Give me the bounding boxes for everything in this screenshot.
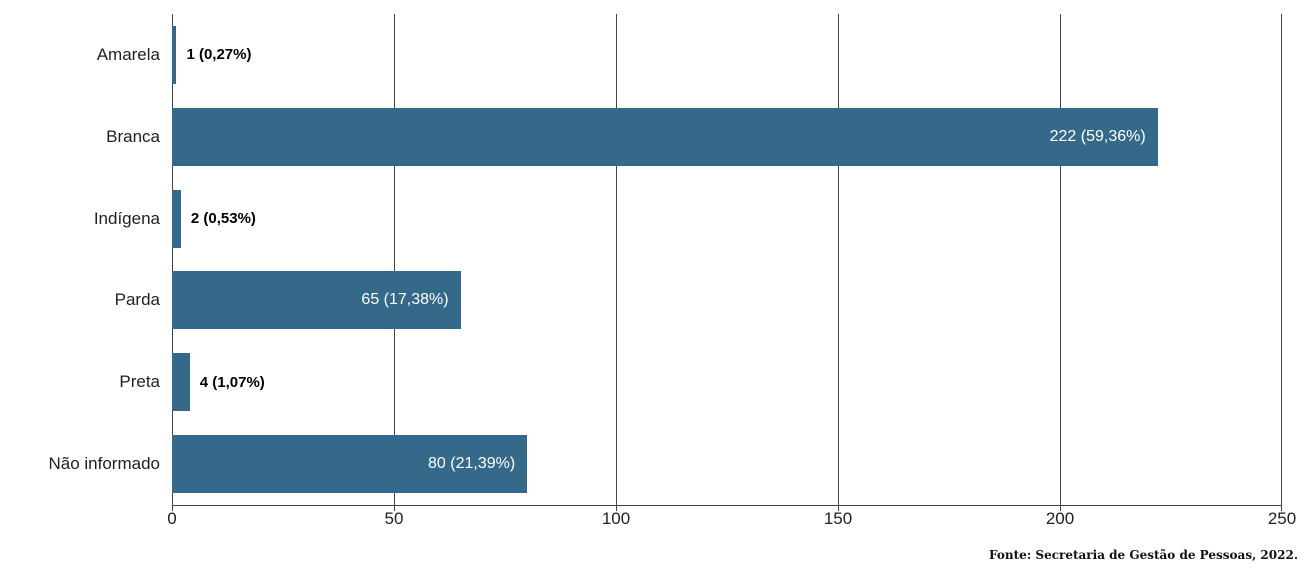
x-tick-label: 200	[1045, 509, 1075, 528]
bar-value-label: 222 (59,36%)	[1049, 127, 1146, 145]
source-note: Fonte: Secretaria de Gestão de Pessoas, …	[989, 548, 1298, 562]
bar-value-label: 1 (0,27%)	[186, 46, 252, 64]
gridline-x-100	[616, 14, 617, 511]
plot-area: 1 (0,27%) 222 (59,36%) 2 (0,53%) 65 (17,38%…	[172, 14, 1282, 511]
bar-value-label: 4 (1,07%)	[199, 373, 265, 391]
x-tick-label: 0	[167, 509, 177, 528]
bar	[172, 25, 177, 84]
bar: 222 (59,36%)	[172, 107, 1158, 166]
bar-value-label: 80 (21,39%)	[428, 455, 516, 473]
chart-row: 65 (17,38%)	[172, 259, 1282, 341]
category-label: Indígena	[93, 208, 160, 228]
x-axis: 0 50 100 150 200 250	[167, 509, 1296, 537]
x-tick-label: 250	[1267, 509, 1297, 528]
category-label: Parda	[114, 290, 160, 310]
category-label: Preta	[119, 372, 160, 392]
chart-row: 80 (21,39%)	[172, 423, 1282, 505]
gridline-x-200	[1060, 14, 1061, 511]
chart-row: 1 (0,27%)	[172, 14, 1282, 96]
bar: 80 (21,39%)	[172, 435, 528, 494]
bar	[172, 353, 190, 412]
category-label: Branca	[106, 126, 160, 146]
y-axis-category-labels: Amarela Branca Indígena Parda Preta Não infor…	[0, 14, 160, 505]
gridline-x-0	[172, 14, 173, 511]
bars-layer: 1 (0,27%) 222 (59,36%) 2 (0,53%) 65 (17,38%…	[172, 14, 1282, 505]
bar-value-label: 2 (0,53%)	[190, 210, 256, 228]
chart-row: 4 (1,07%)	[172, 341, 1282, 423]
chart-row: 2 (0,53%)	[172, 178, 1282, 260]
bar	[172, 189, 181, 248]
gridline-x-250	[1281, 14, 1282, 511]
bar-value-label: 65 (17,38%)	[361, 291, 449, 309]
x-tick-label: 100	[601, 509, 631, 528]
gridline-x-50	[394, 14, 395, 511]
category-label: Amarela	[96, 44, 160, 64]
bar: 65 (17,38%)	[172, 271, 461, 330]
x-tick-label: 50	[384, 509, 404, 528]
gridline-x-150	[838, 14, 839, 511]
chart-row: 222 (59,36%)	[172, 96, 1282, 178]
category-label: Não informado	[48, 454, 160, 474]
x-tick-label: 150	[823, 509, 853, 528]
